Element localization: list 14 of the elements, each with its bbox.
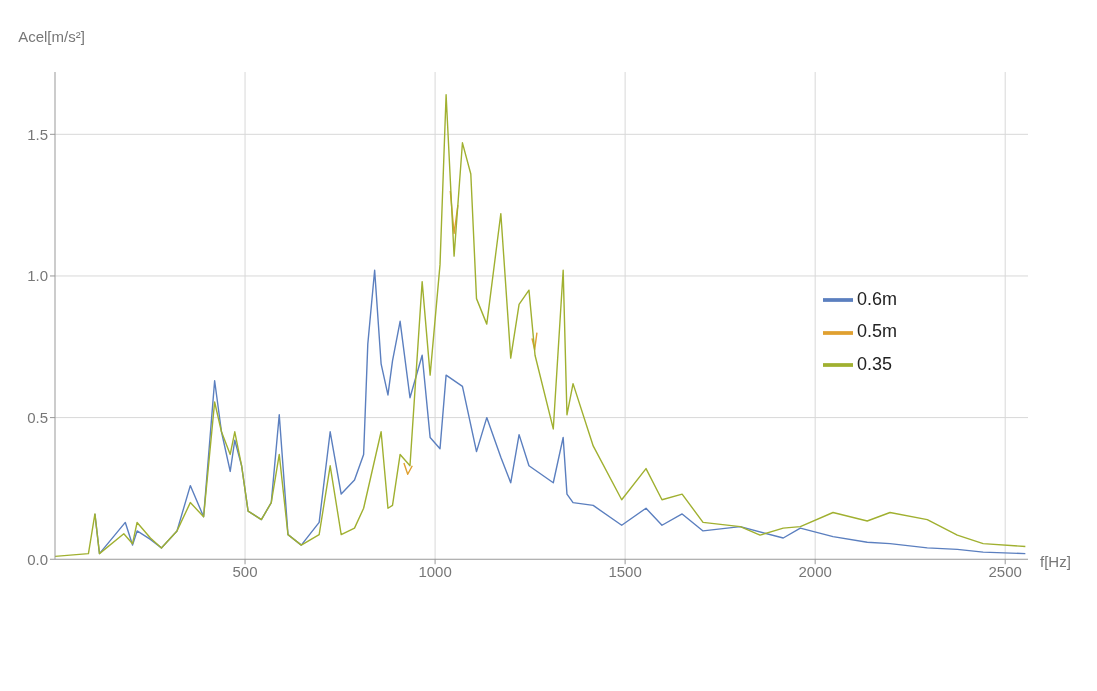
y-tick-label: 1.0 <box>27 267 48 285</box>
x-tick-label: 1500 <box>608 562 642 580</box>
y-tick-label: 1.5 <box>27 125 48 143</box>
legend-label: 0.5m <box>857 321 898 342</box>
x-tick-label: 500 <box>232 562 258 580</box>
y-tick-label: 0.0 <box>27 550 48 568</box>
y-tick-label: 0.5 <box>27 408 48 426</box>
y-axis-title: Acel[m/s²] <box>18 28 85 45</box>
legend-label: 0.35 <box>857 353 893 374</box>
x-tick-label: 2500 <box>988 562 1022 580</box>
legend-label: 0.6m <box>857 289 898 309</box>
x-tick-label: 2000 <box>798 562 832 580</box>
x-axis-title: f[Hz] <box>1040 552 1071 570</box>
x-tick-label: 1000 <box>418 562 452 580</box>
